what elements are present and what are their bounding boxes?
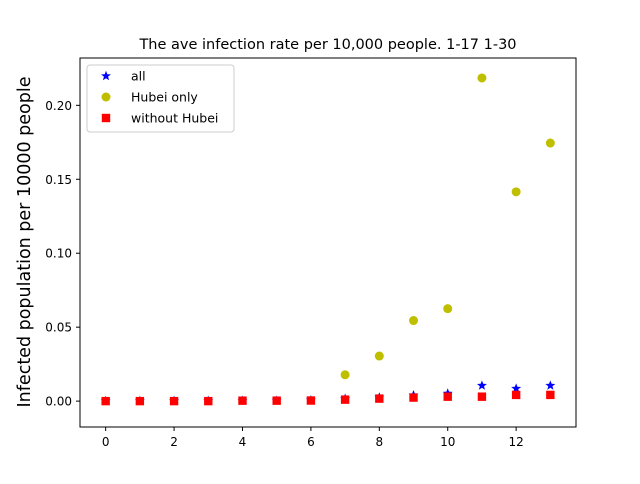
x-tick-label: 0 (102, 435, 110, 449)
y-tick-label: 0.20 (45, 99, 72, 113)
chart-title: The ave infection rate per 10,000 people… (138, 37, 516, 53)
data-point-hubei-only (443, 304, 453, 314)
y-tick-label: 0.10 (45, 247, 72, 261)
y-tick-label: 0.05 (45, 321, 72, 335)
legend-label-hubei-only: Hubei only (131, 90, 198, 105)
x-tick-label: 4 (239, 435, 247, 449)
data-point-without-hubei (546, 390, 555, 400)
x-tick-label: 6 (307, 435, 315, 449)
data-point-without-hubei (204, 396, 213, 406)
data-point-without-hubei (101, 396, 110, 406)
legend-label-without-hubei: without Hubei (131, 111, 218, 126)
x-tick-label: 2 (170, 435, 178, 449)
data-point-without-hubei (169, 396, 179, 406)
data-point-without-hubei (375, 394, 384, 403)
data-markers (100, 73, 556, 406)
x-tick-label: 12 (508, 435, 523, 449)
y-tick-label: 0.00 (45, 395, 72, 409)
data-point-without-hubei (238, 396, 247, 405)
legend-box (86, 64, 235, 133)
data-point-without-hubei (306, 396, 316, 405)
x-axis: 0 2 4 6 8 10 12 (102, 427, 524, 449)
data-point-without-hubei (135, 396, 145, 406)
legend-marker-without-hubei (101, 113, 111, 123)
data-point-hubei-only (374, 351, 384, 361)
data-point-all (511, 383, 522, 393)
x-tick-label: 10 (440, 435, 455, 449)
legend-marker-all (101, 70, 111, 81)
data-point-without-hubei (340, 395, 350, 404)
data-point-hubei-only (340, 370, 350, 380)
data-point-all (545, 380, 556, 390)
y-axis: 0.00 0.05 0.10 0.15 0.20 (45, 99, 80, 409)
data-point-hubei-only (477, 73, 487, 83)
y-tick-label: 0.15 (45, 173, 72, 187)
data-point-without-hubei (511, 390, 521, 400)
data-point-hubei-only (511, 187, 521, 197)
data-point-hubei-only (545, 138, 555, 148)
data-point-hubei-only (409, 316, 419, 326)
data-point-all (476, 380, 487, 390)
legend-marker-hubei-only (101, 92, 111, 102)
legend-label-all: all (131, 69, 146, 84)
x-tick-label: 8 (375, 435, 383, 449)
legend: all Hubei only without Hubei (86, 64, 235, 133)
data-point-without-hubei (409, 393, 418, 402)
y-axis-label: Infected population per 10000 people (15, 77, 35, 408)
data-point-without-hubei (477, 392, 487, 401)
data-point-without-hubei (272, 396, 281, 405)
plot-frame (79, 57, 577, 428)
data-point-without-hubei (443, 392, 452, 401)
